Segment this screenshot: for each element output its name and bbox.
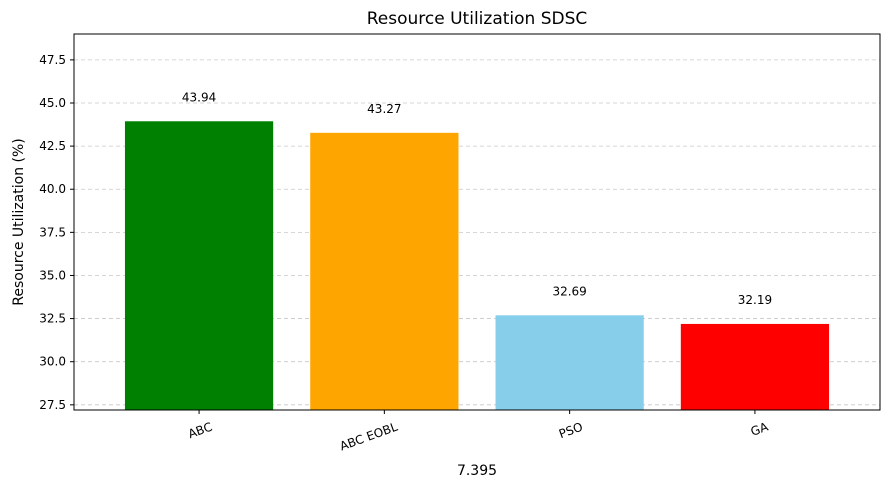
data-label: 32.69 <box>552 284 586 298</box>
data-label: 32.19 <box>738 293 772 307</box>
y-tick-label: 32.5 <box>39 312 66 326</box>
y-tick-label: 27.5 <box>39 398 66 412</box>
x-tick-label: ABC EOBL <box>338 420 400 454</box>
data-labels-group: 43.94 43.27 32.69 32.19 <box>182 90 772 307</box>
x-axis-label: 7.395 <box>457 463 497 479</box>
x-tick-label: ABC <box>186 420 214 442</box>
bar-pso <box>495 315 644 410</box>
y-tick-label: 45.0 <box>39 96 66 110</box>
x-axis-ticks: ABC ABC EOBL PSO GA <box>186 410 771 453</box>
bars-group <box>124 121 830 411</box>
bar-ga <box>680 323 830 410</box>
y-tick-label: 47.5 <box>39 53 66 67</box>
y-tick-label: 37.5 <box>39 225 66 239</box>
data-label: 43.94 <box>182 90 216 104</box>
y-axis-ticks: 27.5 30.0 32.5 35.0 37.5 40.0 42.5 45.0 47.5 <box>39 53 74 412</box>
data-label: 43.27 <box>367 102 401 116</box>
x-tick-label: GA <box>749 419 771 438</box>
y-tick-label: 42.5 <box>39 139 66 153</box>
bar-abc-eobl <box>310 132 459 411</box>
chart-title: Resource Utilization SDSC <box>367 9 588 29</box>
y-tick-label: 40.0 <box>39 182 66 196</box>
y-axis-label: Resource Utilization (%) <box>11 138 27 305</box>
bar-abc <box>124 121 274 411</box>
y-tick-label: 30.0 <box>39 355 66 369</box>
y-tick-label: 35.0 <box>39 268 66 282</box>
plot-frame <box>73 33 881 411</box>
x-tick-label: PSO <box>557 420 585 441</box>
